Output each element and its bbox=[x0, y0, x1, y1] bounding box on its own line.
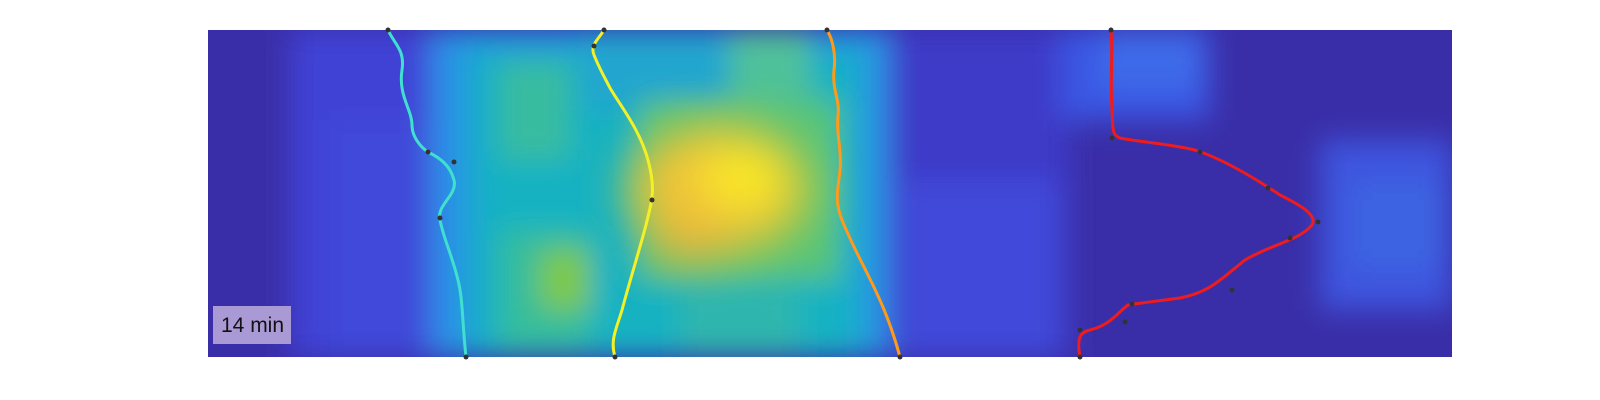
marker bbox=[1197, 149, 1203, 155]
trace-cyan bbox=[386, 29, 468, 358]
marker bbox=[1229, 287, 1235, 293]
time-label-background bbox=[213, 306, 291, 344]
marker bbox=[1122, 319, 1128, 325]
marker bbox=[1109, 135, 1115, 141]
marker bbox=[1108, 27, 1114, 33]
marker bbox=[601, 27, 607, 33]
trace-yellow bbox=[591, 29, 654, 358]
marker bbox=[463, 354, 469, 360]
marker bbox=[1287, 235, 1293, 241]
heatmap bbox=[208, 30, 1452, 357]
time-label-box: 14 min bbox=[213, 306, 291, 344]
marker bbox=[1129, 301, 1135, 307]
trace-orange bbox=[825, 29, 902, 358]
trace-markers bbox=[385, 27, 1321, 360]
marker bbox=[385, 27, 391, 33]
marker bbox=[591, 43, 597, 49]
marker bbox=[425, 149, 431, 155]
marker bbox=[1077, 354, 1083, 360]
marker bbox=[451, 159, 457, 165]
marker bbox=[1077, 327, 1083, 333]
time-label: 14 min bbox=[221, 314, 284, 337]
traces bbox=[386, 29, 1315, 358]
marker bbox=[824, 27, 830, 33]
marker bbox=[437, 215, 443, 221]
marker bbox=[897, 354, 903, 360]
trace-red bbox=[1077, 29, 1315, 358]
marker bbox=[612, 354, 618, 360]
marker bbox=[1265, 185, 1271, 191]
marker bbox=[649, 197, 655, 203]
marker bbox=[1315, 219, 1321, 225]
